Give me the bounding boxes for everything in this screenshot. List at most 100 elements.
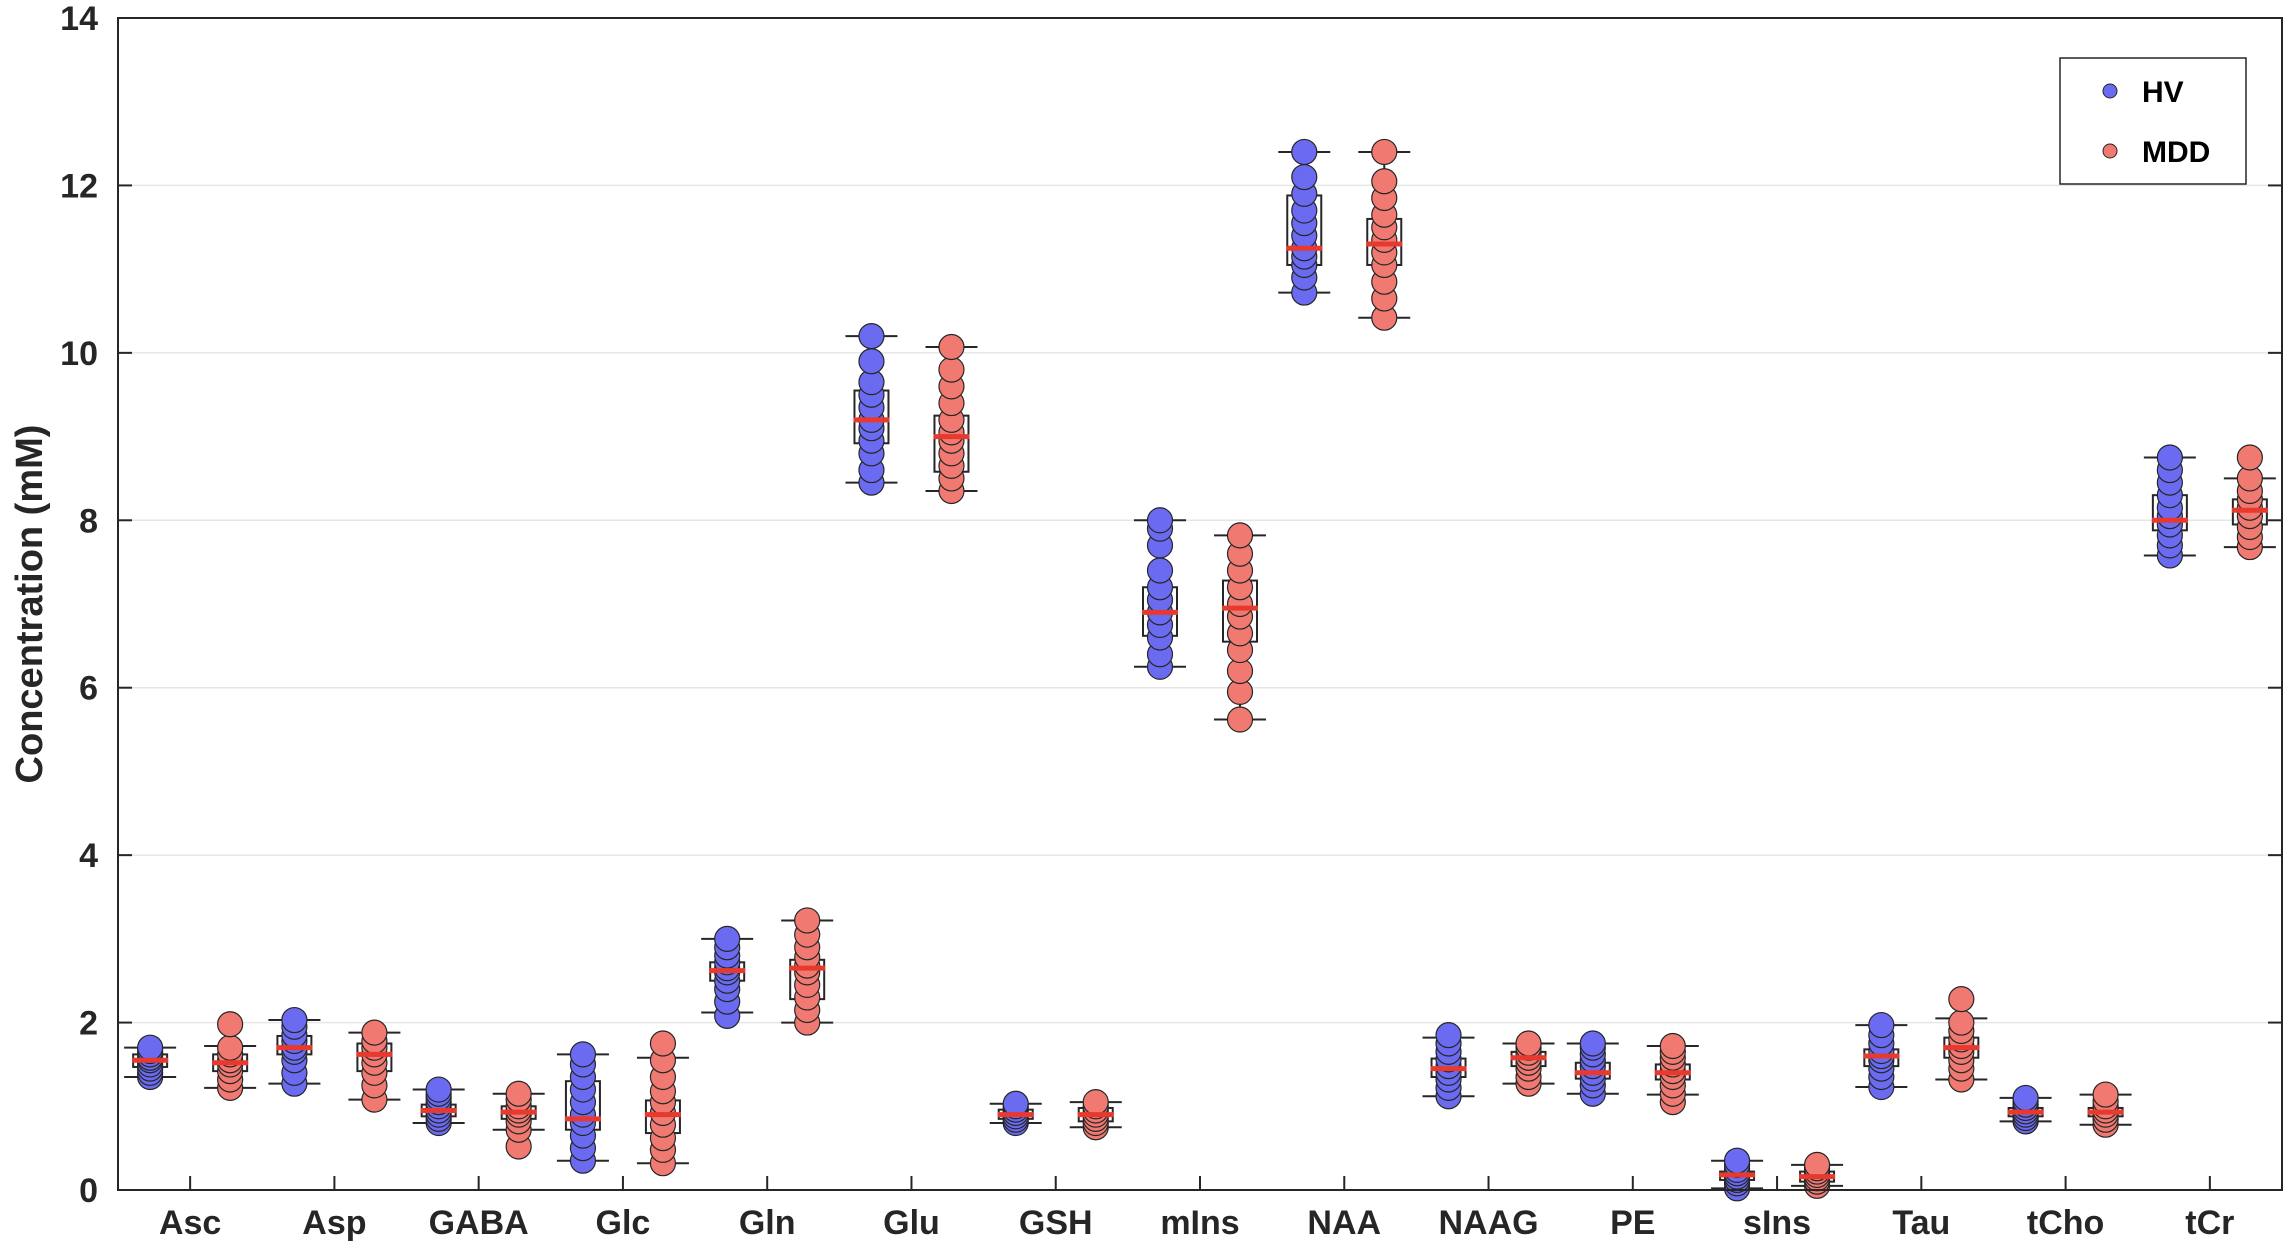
group-mdd-naa xyxy=(1358,138,1411,331)
data-point xyxy=(1226,522,1254,549)
x-tick-label-glc: Glc xyxy=(596,1204,651,1242)
data-point xyxy=(2236,444,2263,471)
group-hv-tcr xyxy=(2143,444,2196,569)
group-hv-mins xyxy=(1134,507,1186,680)
data-point xyxy=(1579,1030,1606,1057)
x-tick-label-tcr: tCr xyxy=(2185,1204,2234,1242)
data-point xyxy=(361,1019,388,1046)
x-tick-label-tau: Tau xyxy=(1892,1204,1950,1242)
group-hv-sins xyxy=(1711,1147,1764,1202)
legend-marker-mdd xyxy=(2102,143,2118,159)
group-hv-tcho xyxy=(1999,1084,2052,1135)
data-point xyxy=(2092,1081,2119,1108)
group-mdd-glu xyxy=(925,333,978,505)
data-point xyxy=(938,333,965,361)
data-point xyxy=(569,1041,597,1068)
data-point xyxy=(281,1006,308,1034)
group-mdd-gaba xyxy=(492,1080,545,1160)
group-mdd-tau xyxy=(1935,986,1988,1093)
data-point xyxy=(1226,706,1254,733)
data-point xyxy=(1291,138,1318,166)
x-tick-label-naa: NAA xyxy=(1307,1204,1381,1242)
data-point xyxy=(1515,1030,1542,1057)
group-hv-naag xyxy=(1422,1022,1475,1110)
legend: HV MDD xyxy=(2059,57,2247,185)
group-hv-glu xyxy=(845,323,898,496)
x-tick-label-gln: Gln xyxy=(739,1204,796,1242)
group-hv-tau xyxy=(1855,1011,1908,1101)
data-point xyxy=(425,1076,452,1103)
y-tick-label: 14 xyxy=(60,0,98,38)
x-tick-label-mins: mIns xyxy=(1160,1204,1239,1242)
data-point xyxy=(1146,507,1174,534)
group-hv-asp xyxy=(268,1006,321,1097)
data-point xyxy=(505,1080,532,1107)
y-tick-label: 2 xyxy=(79,1005,98,1043)
data-point xyxy=(938,356,965,383)
x-tick-label-sins: sIns xyxy=(1743,1204,1811,1242)
y-axis-title: Concentration (mM) xyxy=(9,425,51,784)
data-point xyxy=(1803,1151,1831,1178)
plot-area xyxy=(124,138,2276,1202)
legend-marker-hv xyxy=(2102,83,2118,99)
y-tick-label: 0 xyxy=(79,1172,98,1210)
data-point xyxy=(1371,138,1398,166)
data-point xyxy=(217,1011,244,1038)
group-mdd-sins xyxy=(1791,1151,1844,1199)
data-point xyxy=(2012,1084,2039,1112)
x-tick-label-asc: Asc xyxy=(159,1204,221,1242)
data-point xyxy=(2156,444,2183,471)
data-point xyxy=(1948,986,1975,1013)
group-mdd-mins xyxy=(1214,522,1266,733)
group-mdd-asp xyxy=(348,1019,401,1113)
data-point xyxy=(858,323,885,350)
group-mdd-asc xyxy=(204,1011,257,1101)
y-tick-label: 6 xyxy=(79,670,98,708)
group-hv-gln xyxy=(701,925,754,1029)
grid-lines xyxy=(118,17,2282,1191)
data-point xyxy=(1371,168,1398,195)
data-point xyxy=(137,1034,164,1061)
group-mdd-gsh xyxy=(1069,1088,1122,1141)
data-point xyxy=(217,1034,244,1061)
data-point xyxy=(1082,1088,1109,1116)
data-point xyxy=(1723,1147,1751,1174)
data-point xyxy=(1868,1011,1895,1039)
y-tick-label: 4 xyxy=(79,837,98,875)
group-hv-gsh xyxy=(989,1090,1042,1137)
group-hv-asc xyxy=(124,1034,177,1091)
x-tick-label-tcho: tCho xyxy=(2027,1204,2104,1242)
group-mdd-naag xyxy=(1502,1030,1555,1097)
y-tick-label: 10 xyxy=(60,335,98,373)
data-point xyxy=(1146,557,1174,584)
x-tick-label-naag: NAAG xyxy=(1438,1204,1538,1242)
group-mdd-glc xyxy=(636,1030,689,1177)
data-point xyxy=(1291,163,1318,191)
legend-label-mdd: MDD xyxy=(2142,136,2210,169)
group-mdd-tcr xyxy=(2223,444,2276,561)
x-tick-label-glu: Glu xyxy=(883,1204,940,1242)
group-mdd-gln xyxy=(781,907,834,1036)
data-point xyxy=(649,1030,677,1057)
data-point xyxy=(1659,1032,1686,1060)
x-tick-label-gaba: GABA xyxy=(429,1204,529,1242)
x-axis: Asc Asp GABA Glc Gln Glu GSH mIns NAA NAAG PE sIns T… xyxy=(159,1176,2234,1242)
x-tick-label-pe: PE xyxy=(1610,1204,1655,1242)
group-mdd-tcho xyxy=(2079,1081,2132,1138)
data-point xyxy=(714,925,741,952)
group-hv-pe xyxy=(1566,1030,1619,1107)
y-tick-label: 12 xyxy=(60,167,98,205)
data-point xyxy=(794,907,821,934)
x-tick-label-asp: Asp xyxy=(302,1204,366,1242)
x-tick-label-gsh: GSH xyxy=(1019,1204,1093,1242)
group-hv-gaba xyxy=(412,1076,465,1137)
legend-label-hv: HV xyxy=(2142,76,2184,109)
group-mdd-pe xyxy=(1646,1032,1699,1116)
data-point xyxy=(858,348,885,375)
data-point xyxy=(1435,1022,1462,1049)
legend-box xyxy=(2059,57,2247,185)
y-axis: 0 2 4 6 8 10 12 14 xyxy=(60,0,2282,1210)
group-hv-naa xyxy=(1278,138,1331,306)
group-hv-glc xyxy=(556,1041,609,1174)
